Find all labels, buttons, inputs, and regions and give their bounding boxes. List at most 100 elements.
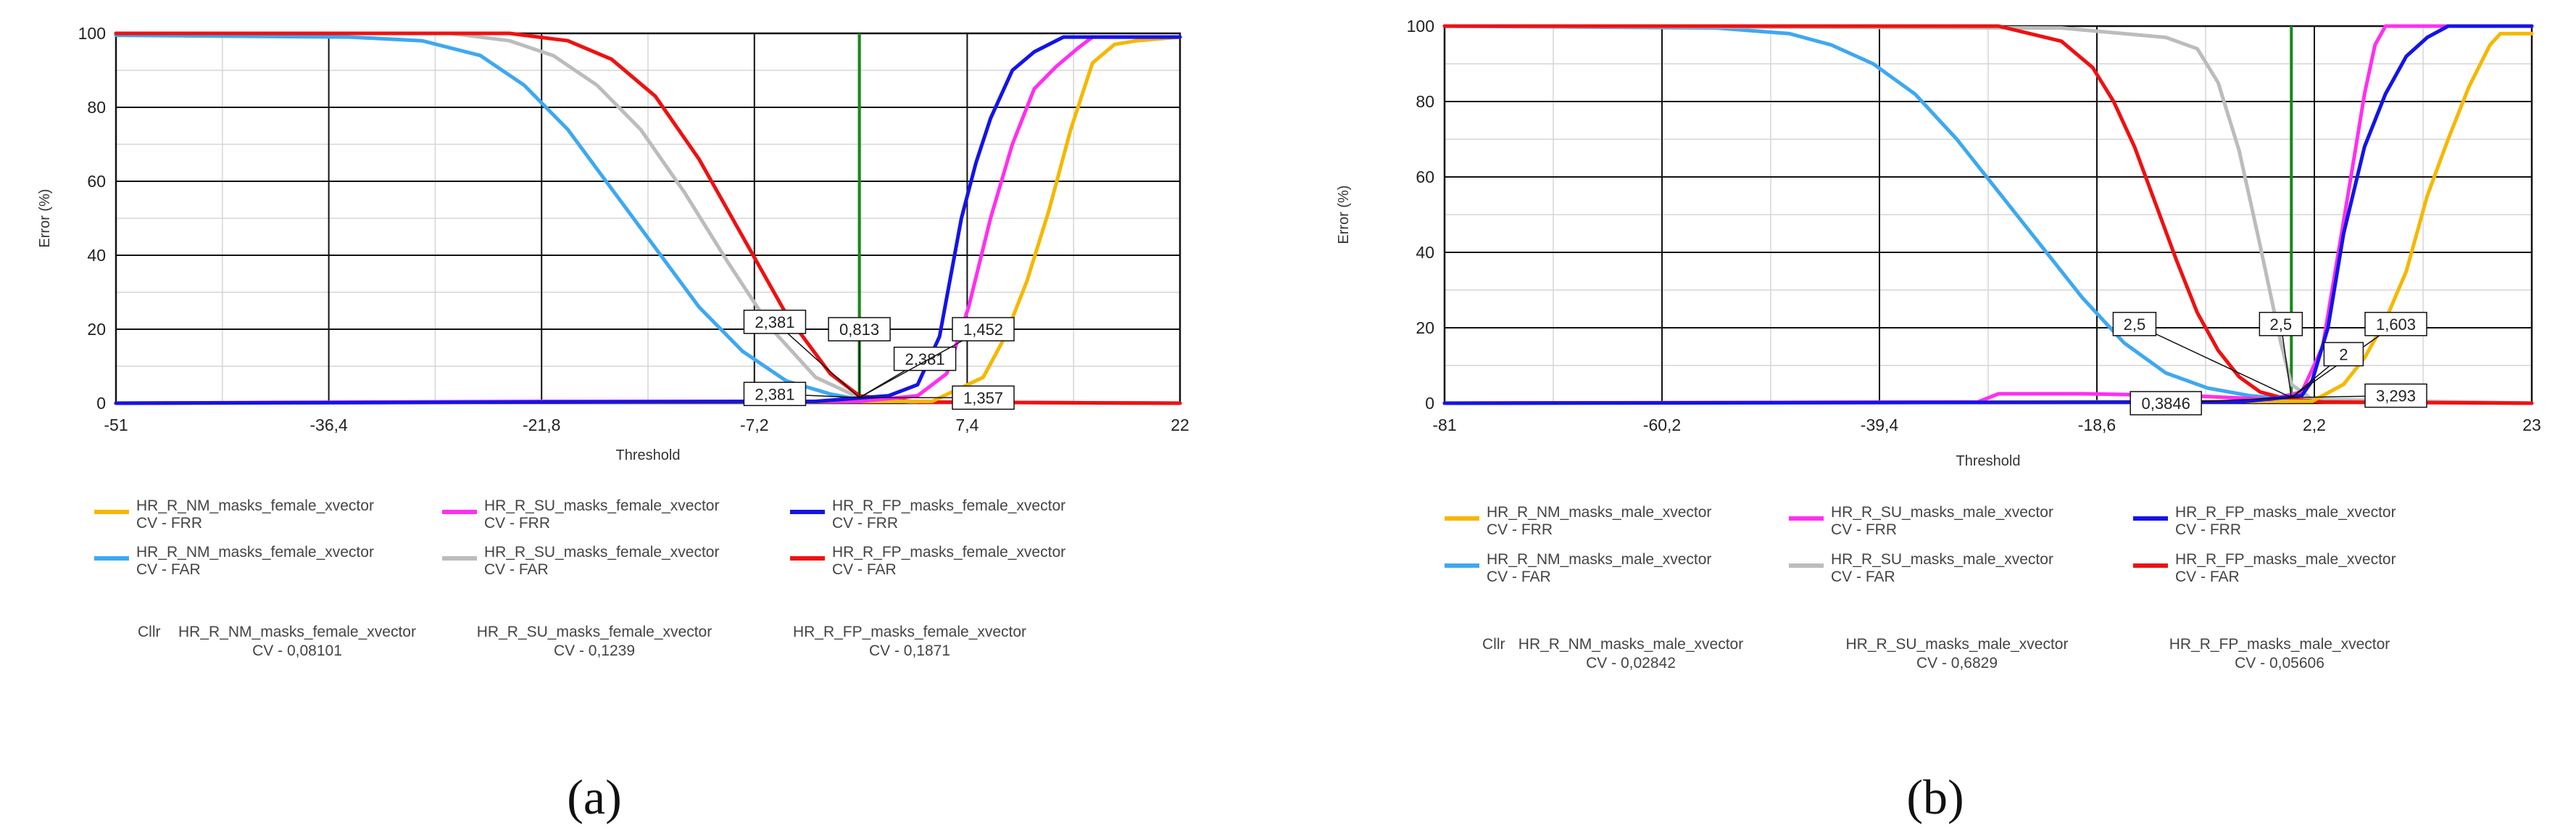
y-tick-label: 60 (87, 172, 106, 191)
legend-series-name: HR_R_SU_masks_female_xvector (484, 497, 719, 514)
cllr-item-value: CV - 0,1239 (554, 642, 635, 659)
y-tick-label: 0 (96, 394, 106, 413)
annotation-label: 2,381 (755, 313, 794, 331)
x-tick-label: 7,4 (955, 416, 979, 434)
annotation-leader (2280, 323, 2293, 398)
cllr-item-name: HR_R_NM_masks_female_xvector (178, 624, 416, 640)
legend-series-name: HR_R_NM_masks_male_xvector (1487, 551, 1711, 568)
annotation-label: 1,452 (963, 321, 1003, 339)
y-tick-label: 0 (1425, 394, 1434, 413)
chart-panel-b: -81 -60,2 -39,4 -18,6 2,2 23 0 20 40 60 80 100 Thres… (1336, 17, 2541, 824)
annotation-box (743, 381, 807, 406)
legend-series-subname: CV - FRR (832, 515, 898, 532)
x-tick-label: 22 (1171, 416, 1189, 434)
annotation-box (743, 310, 807, 334)
x-tick-label: -51 (104, 416, 128, 434)
minor-grid (1445, 26, 2532, 403)
cllr-item-name: HR_R_SU_masks_female_xvector (477, 624, 712, 640)
x-tick-label: -39,4 (1861, 416, 1899, 434)
annotation-box (2364, 312, 2427, 336)
x-tick-label: -18,6 (2078, 416, 2116, 434)
y-tick-label: 60 (1416, 168, 1434, 186)
annotation-leader (774, 321, 860, 398)
series-line-far-3 (1442, 24, 2534, 405)
legend-series-subname: CV - FAR (2175, 569, 2240, 585)
legend-series-name: HR_R_FP_masks_male_xvector (2175, 551, 2396, 568)
y-tick-label: 100 (78, 24, 106, 43)
series-line-far-4 (1442, 24, 2534, 405)
legend-series-name: HR_R_NM_masks_male_xvector (1487, 504, 1711, 521)
x-tick-label: -60,2 (1643, 416, 1681, 434)
annotation-label: 2 (2339, 345, 2348, 363)
annotation-label: 2,381 (755, 385, 794, 403)
x-tick-label: -36,4 (309, 416, 348, 434)
annotation-box (2259, 312, 2303, 336)
legend-series-name: HR_R_NM_masks_female_xvector (136, 497, 374, 514)
legend-series-subname: CV - FRR (136, 515, 202, 532)
legend-series-name: HR_R_FP_masks_female_xvector (832, 497, 1065, 514)
legend-series-name: HR_R_SU_masks_female_xvector (484, 544, 719, 561)
annotation-label: 0,3846 (2142, 394, 2190, 413)
cllr-label: Cllr (1482, 636, 1505, 653)
y-tick-label: 20 (87, 320, 106, 339)
cllr-label: Cllr (138, 624, 161, 640)
legend-series-name: HR_R_NM_masks_female_xvector (136, 544, 374, 561)
x-tick-label: 23 (2522, 416, 2541, 434)
legend-series-subname: CV - FAR (136, 561, 201, 578)
legend-series-subname: CV - FRR (1487, 521, 1553, 538)
cllr-item-name: HR_R_SU_masks_male_xvector (1846, 636, 2069, 653)
annotation-leader (2134, 323, 2292, 398)
y-tick-label: 40 (87, 246, 106, 265)
y-tick-label: 80 (1416, 92, 1434, 111)
x-tick-label: 2,2 (2303, 416, 2326, 434)
cllr-item-value: CV - 0,08101 (252, 642, 342, 659)
y-tick-label: 20 (1416, 318, 1434, 337)
y-tick-label: 100 (1407, 17, 1434, 36)
cllr-item-value: CV - 0,1871 (869, 642, 950, 659)
annotation-label: 3,293 (2376, 387, 2416, 405)
annotation-box (828, 317, 891, 342)
annotation-label: 2,5 (2270, 315, 2293, 334)
annotation-label: 2,381 (905, 350, 945, 368)
y-tick-label: 40 (1416, 243, 1434, 262)
series-line-frr-1 (1442, 24, 2534, 405)
y-axis-label: Error (%) (1336, 185, 1352, 244)
series-line-frr-2 (114, 35, 1182, 405)
legend-series-name: HR_R_SU_masks_male_xvector (1831, 551, 2053, 568)
legend-series-subname: CV - FAR (1831, 569, 1895, 585)
cllr-item-name: HR_R_FP_masks_male_xvector (2169, 636, 2390, 653)
series-line-far-5 (1442, 24, 2534, 405)
annotation-box (2112, 312, 2157, 336)
cllr-item-value: CV - 0,6829 (1916, 655, 1998, 671)
annotation-box (2364, 383, 2427, 408)
x-tick-label: -7,2 (740, 416, 769, 434)
legend-series-subname: CV - FRR (484, 515, 550, 532)
x-axis-label: Threshold (1956, 453, 2021, 469)
series-line-frr-1 (114, 35, 1182, 405)
legend-series-subname: CV - FRR (2175, 521, 2241, 538)
legend-series-name: HR_R_SU_masks_male_xvector (1831, 504, 2053, 521)
legend-series-subname: CV - FAR (1487, 569, 1551, 585)
series-line-frr-0 (1442, 31, 2534, 405)
annotation-box (952, 317, 1015, 342)
panel-caption: (b) (1906, 769, 1964, 824)
legend-series-subname: CV - FAR (832, 561, 897, 578)
annotation-label: 2,5 (2124, 315, 2146, 334)
chart-panel-a: -51 -36,4 -21,8 -7,2 7,4 22 0 20 40 60 80 100 Thresh… (37, 24, 1189, 824)
legend-series-subname: CV - FAR (484, 561, 549, 578)
cllr-item-name: HR_R_NM_masks_male_xvector (1518, 636, 1743, 653)
legend-series-subname: CV - FRR (1831, 521, 1897, 538)
minor-grid (116, 33, 1180, 403)
annotation-box (893, 347, 957, 371)
y-axis-label: Error (%) (37, 189, 53, 247)
cllr-item-value: CV - 0,05606 (2235, 655, 2324, 671)
annotation-label: 1,603 (2376, 315, 2416, 334)
annotation-box (2323, 342, 2364, 367)
annotation-label: 0,813 (839, 321, 879, 339)
y-tick-label: 80 (87, 98, 106, 117)
annotation-box (2130, 391, 2202, 416)
x-tick-label: -21,8 (523, 416, 560, 434)
legend-series-name: HR_R_FP_masks_female_xvector (832, 544, 1065, 561)
annotation-box (952, 385, 1015, 410)
